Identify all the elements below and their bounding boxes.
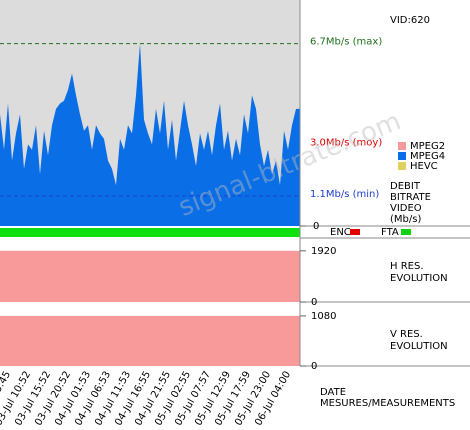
legend-swatch [398, 152, 406, 160]
y-tick-label: 1920 [311, 246, 336, 257]
band [0, 315, 300, 366]
y-tick-label: 1080 [311, 311, 336, 322]
panel-label: EVOLUTION [390, 341, 448, 352]
axis-title: VIDEO [390, 203, 422, 214]
y-tick-label: 0 [311, 297, 317, 308]
panel-label: EVOLUTION [390, 273, 448, 284]
flag-bar [0, 228, 300, 237]
area [0, 43, 300, 226]
reference-label: 6.7Mb/s (max) [310, 37, 382, 48]
legend-label: HEVC [410, 161, 438, 172]
background [0, 0, 300, 366]
legend-swatch [398, 142, 406, 150]
panel-label: H RES. [390, 261, 424, 272]
flag-swatch [350, 229, 360, 235]
x-axis-title: MESURES/MEASUREMENTS [320, 398, 455, 409]
legend-label: MPEG4 [410, 151, 445, 162]
axis-title: BITRATE [390, 192, 431, 203]
reference-label: 3.0Mb/s (moy) [310, 137, 382, 148]
axis-title: DEBIT [390, 181, 421, 192]
flag-label: FTA [381, 227, 399, 238]
reference-label: 1.1Mb/s (min) [310, 189, 379, 200]
flag-swatch [401, 229, 411, 235]
flag-label: ENC [330, 227, 351, 238]
panel-label: V RES. [390, 329, 423, 340]
y-tick-label: 0 [311, 361, 317, 372]
id-label: VID:620 [390, 15, 430, 26]
legend-swatch [398, 162, 406, 170]
legend-label: MPEG2 [410, 141, 445, 152]
x-axis-title: DATE [320, 387, 346, 398]
y-tick-label: 0 [313, 221, 319, 232]
band [0, 250, 300, 302]
axis-title: (Mb/s) [390, 214, 421, 225]
